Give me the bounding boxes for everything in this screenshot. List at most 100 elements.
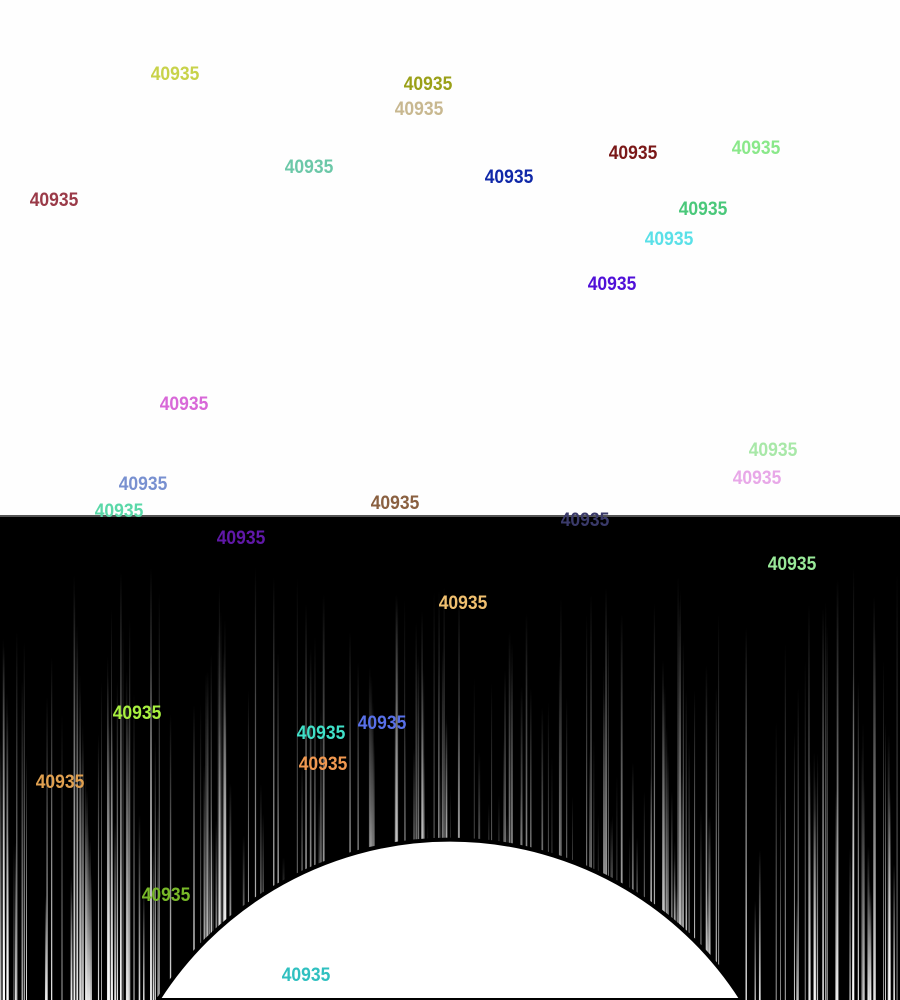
- speed-line: [193, 704, 195, 1000]
- speed-line: [893, 863, 895, 1000]
- danmaku-comment: 40935: [370, 493, 420, 514]
- speed-line: [836, 578, 839, 1000]
- speed-line: [15, 842, 17, 1000]
- speed-line: [125, 670, 128, 1000]
- speed-line: [558, 656, 561, 1000]
- speed-line: [224, 619, 226, 1000]
- speed-line: [813, 808, 816, 1000]
- speed-line: [203, 764, 206, 1000]
- speed-line: [260, 783, 262, 1000]
- danmaku-comment: 40935: [394, 99, 444, 120]
- speed-line: [709, 814, 711, 1000]
- speed-line: [677, 575, 679, 1000]
- speed-line: [849, 847, 851, 1000]
- speed-line: [653, 603, 656, 1000]
- speed-line: [230, 783, 232, 1000]
- speed-line: [861, 747, 863, 1000]
- speed-line: [150, 663, 152, 1000]
- speed-line: [154, 738, 156, 1000]
- danmaku-comment: 40935: [159, 394, 209, 415]
- speed-line: [143, 889, 145, 1000]
- danmaku-comment: 40935: [296, 723, 346, 744]
- speed-line: [671, 791, 673, 1000]
- speed-line: [205, 672, 207, 1000]
- speed-line: [82, 723, 84, 1000]
- speed-line: [44, 895, 47, 1000]
- speed-line: [590, 593, 592, 1000]
- speed-line: [685, 845, 688, 1000]
- danmaku-comment: 40935: [484, 167, 534, 188]
- speed-line: [138, 814, 141, 1000]
- speed-line: [433, 590, 435, 1000]
- danmaku-comment: 40935: [298, 754, 348, 775]
- speed-line: [796, 898, 798, 1000]
- speed-line: [754, 900, 756, 1000]
- danmaku-comment: 40935: [587, 274, 637, 295]
- speed-line: [662, 660, 664, 1000]
- speed-line: [21, 680, 23, 1000]
- speed-line: [417, 654, 420, 1000]
- danmaku-comment: 40935: [118, 474, 168, 495]
- speed-line: [107, 675, 109, 1000]
- speed-line: [206, 670, 209, 1000]
- speed-line: [885, 722, 887, 1000]
- danmaku-comment: 40935: [560, 510, 610, 531]
- danmaku-comment: 40935: [29, 190, 79, 211]
- speed-line: [586, 614, 588, 1000]
- speed-line: [504, 670, 506, 1000]
- speed-line: [889, 797, 891, 1000]
- speed-line: [896, 571, 898, 1000]
- speed-line: [210, 653, 212, 1000]
- speed-line: [775, 721, 777, 1000]
- speed-line: [108, 722, 111, 1000]
- speed-line: [679, 600, 681, 1000]
- speed-line: [71, 891, 73, 1000]
- speed-line: [441, 647, 444, 1000]
- speed-line: [869, 879, 871, 1000]
- speed-line: [97, 734, 100, 1000]
- speed-line: [663, 685, 666, 1000]
- speed-line: [61, 713, 63, 1000]
- speed-line: [875, 629, 876, 1000]
- speed-line: [603, 692, 606, 1000]
- speed-line: [825, 600, 827, 1000]
- speed-line: [883, 659, 885, 1000]
- speed-line: [705, 664, 708, 1000]
- danmaku-comment: 40935: [141, 885, 191, 906]
- speed-line: [607, 626, 609, 1000]
- speed-line: [368, 666, 371, 1000]
- speed-line: [157, 802, 159, 1000]
- speed-line: [309, 648, 312, 1000]
- speed-line: [80, 690, 81, 1000]
- speed-line: [3, 646, 6, 1000]
- speed-line: [370, 676, 373, 1000]
- speed-line: [438, 664, 439, 1000]
- speed-line: [88, 823, 89, 1000]
- danmaku-comment: 40935: [748, 440, 798, 461]
- speed-line: [797, 687, 799, 1000]
- speed-line: [822, 608, 824, 1000]
- speed-line: [222, 651, 225, 1000]
- comic-panel-white: [0, 0, 900, 515]
- speed-line: [101, 681, 102, 1000]
- danmaku-comment: 40935: [767, 554, 817, 575]
- speed-line: [525, 613, 528, 1000]
- speed-line: [70, 874, 72, 1000]
- speed-line: [85, 823, 87, 1000]
- speed-line: [718, 613, 720, 1000]
- speed-line: [305, 603, 307, 1000]
- danmaku-comment: 40935: [732, 468, 782, 489]
- speed-line: [200, 703, 202, 1000]
- speed-line: [46, 696, 48, 1000]
- speed-line: [758, 849, 761, 1000]
- speed-line: [809, 760, 811, 1000]
- speed-line: [23, 641, 25, 1000]
- speed-line: [73, 574, 75, 1000]
- speed-line: [667, 751, 669, 1000]
- speed-line: [631, 762, 634, 1000]
- speed-line: [158, 591, 160, 1000]
- speed-line: [873, 596, 876, 1000]
- speed-line: [665, 726, 668, 1000]
- speed-line: [862, 721, 864, 1000]
- speed-line: [694, 690, 696, 1000]
